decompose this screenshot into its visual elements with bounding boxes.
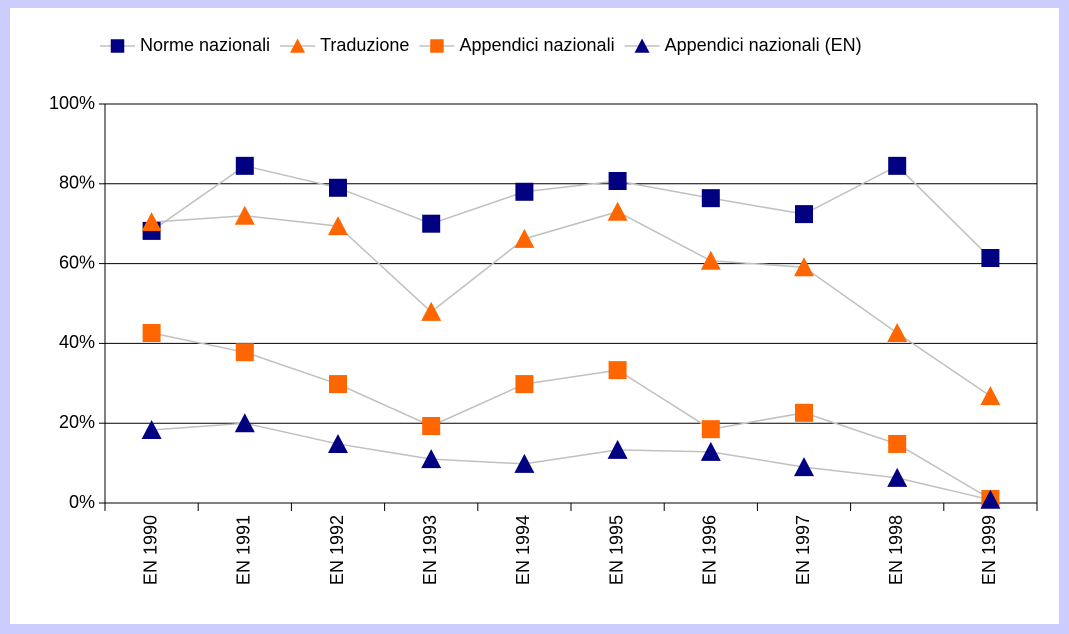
data-point: [700, 441, 721, 461]
data-point: [888, 156, 907, 175]
legend-marker: [634, 38, 650, 53]
data-point: [607, 439, 628, 459]
legend-marker: [430, 39, 444, 53]
y-tick-label: 60%: [59, 252, 95, 272]
series-line: [151, 210, 991, 397]
data-point: [235, 343, 254, 362]
data-point: [421, 449, 442, 469]
data-point: [234, 413, 255, 433]
legend-label: Appendici nazionali (EN): [665, 35, 862, 55]
data-point: [607, 201, 628, 221]
data-point: [794, 257, 814, 277]
data-point: [422, 416, 441, 435]
x-tick-label: EN 1993: [420, 515, 440, 585]
series-line: [151, 332, 991, 500]
data-point: [421, 301, 442, 321]
data-point: [329, 178, 347, 197]
legend-label: Appendici nazionali: [459, 35, 614, 55]
legend-marker: [290, 38, 306, 53]
x-tick-label: EN 1999: [979, 515, 999, 585]
y-tick-label: 80%: [59, 173, 95, 193]
y-tick-label: 0%: [69, 492, 95, 512]
data-point: [795, 403, 813, 422]
data-point: [980, 489, 1001, 509]
data-point: [701, 420, 720, 439]
data-point: [795, 205, 813, 224]
x-tick-label: EN 1991: [234, 515, 254, 585]
data-point: [514, 228, 535, 248]
x-tick-label: EN 1994: [513, 515, 533, 585]
data-point: [980, 386, 1001, 406]
y-tick-label: 20%: [59, 412, 95, 432]
data-point: [234, 205, 255, 225]
data-point: [888, 434, 907, 453]
x-tick-label: EN 1990: [140, 515, 160, 585]
data-point: [515, 375, 534, 394]
legend-label: Traduzione: [320, 35, 409, 55]
data-point: [329, 375, 347, 394]
data-point: [328, 433, 348, 453]
data-point: [515, 182, 534, 201]
chart-area: [10, 8, 1059, 624]
data-point: [142, 324, 161, 343]
data-point: [887, 323, 908, 343]
data-point: [235, 156, 254, 175]
x-tick-label: EN 1992: [327, 515, 347, 585]
y-tick-label: 40%: [59, 332, 95, 352]
data-point: [514, 453, 535, 473]
series-line: [151, 164, 991, 259]
x-tick-label: EN 1996: [700, 515, 720, 585]
x-tick-label: EN 1997: [793, 515, 813, 585]
x-tick-label: EN 1995: [606, 515, 626, 585]
data-point: [701, 189, 720, 208]
data-point: [608, 172, 627, 191]
data-point: [141, 212, 162, 232]
legend-label: Norme nazionali: [140, 35, 270, 55]
data-point: [608, 361, 627, 380]
data-point: [700, 250, 721, 270]
data-point: [328, 216, 348, 236]
data-point: [794, 457, 814, 477]
data-point: [887, 467, 908, 487]
data-point: [141, 419, 162, 439]
legend-marker: [110, 39, 125, 53]
x-tick-label: EN 1998: [886, 515, 906, 585]
data-point: [981, 249, 1000, 268]
series-line: [151, 422, 991, 501]
data-point: [422, 214, 441, 233]
y-tick-label: 100%: [49, 93, 95, 113]
